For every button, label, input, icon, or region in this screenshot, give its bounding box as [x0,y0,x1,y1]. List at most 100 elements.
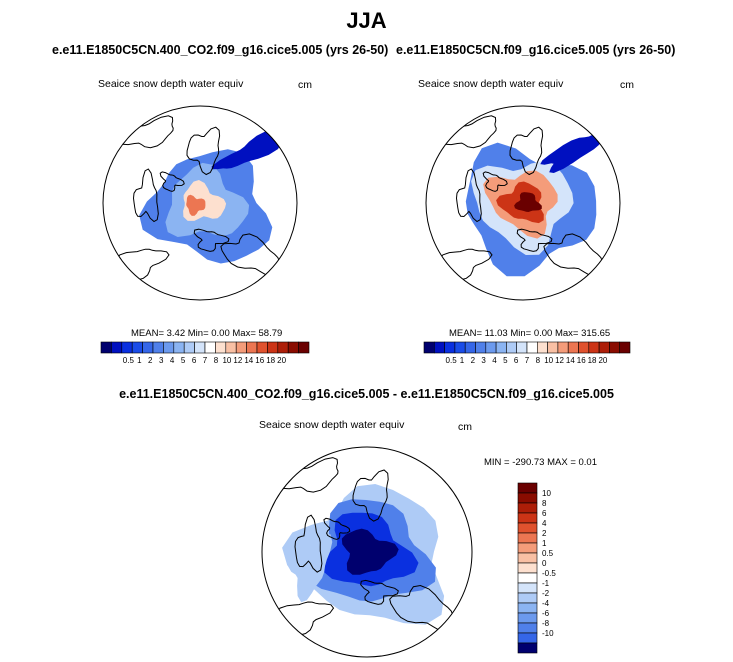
colorbar-cell [183,341,195,354]
coastline-4 [220,233,284,280]
colorbar-2: 0.5 1 2 3 4 5 6 7 8 10 12 14 16 18 20 [423,341,631,365]
colorbar-tick-label: -10 [542,629,554,638]
colorbar-cell [517,642,538,654]
colorbar-tick-label: 12 [555,356,564,365]
coastline-3 [294,514,323,573]
colorbar-cell [578,341,590,354]
colorbar-cell [517,482,538,494]
colorbar-tick-label: 14 [566,356,575,365]
colorbar-cell [609,341,621,354]
panel3-title: e.e11.E1850C5CN.400_CO2.f09_g16.cice5.00… [119,387,614,401]
colorbar-tick-label: 0.5 [446,356,458,365]
panel1-variable: Seaice snow depth water equiv [98,78,244,90]
colorbar-tick-label: 6 [192,356,197,365]
colorbar-cell [100,341,112,354]
colorbar-cell [152,341,164,354]
colorbar-cell [536,341,548,354]
colorbar-cell [277,341,289,354]
panel1-units: cm [298,79,312,91]
panel2-units: cm [620,79,634,91]
panel2-variable: Seaice snow depth water equiv [418,78,564,90]
field-contour-5 [287,533,333,603]
colorbar-tick-label: -0.5 [542,569,556,578]
colorbar-cell [298,341,310,354]
colorbar-tick-label: 4 [492,356,497,365]
colorbar-tick-label: 1 [460,356,465,365]
colorbar-cell [517,602,538,614]
colorbar-tick-label: 0 [542,559,547,568]
field-contour-4 [341,528,399,575]
colorbar-tick-label: 10 [544,356,553,365]
colorbar-tick-label: -6 [542,609,550,618]
field-contour-5 [211,127,288,170]
coastline-6 [360,579,399,605]
colorbar-cell [495,341,507,354]
colorbar-cell [235,341,247,354]
colorbar-cell [485,341,497,354]
panel1-stats: MEAN= 3.42 Min= 0.00 Max= 58.79 [131,328,283,339]
colorbar-tick-label: 2 [542,529,547,538]
colorbar-cell [121,341,133,354]
coastline-2 [509,126,544,176]
colorbar-cell [517,492,538,504]
colorbar-tick-label: 20 [598,356,607,365]
colorbar-cell [517,582,538,594]
map-panel-1 [102,105,298,301]
colorbar-tick-label: 10 [542,489,551,498]
colorbar-tick-label: 16 [577,356,586,365]
colorbar-cell [517,622,538,634]
map-panel-3 [261,446,473,658]
colorbar-cell [598,341,610,354]
colorbar-tick-label: 1 [137,356,142,365]
colorbar-tick-label: 2 [148,356,153,365]
colorbar-cell [517,552,538,564]
colorbar-tick-label: 2 [471,356,476,365]
colorbar-tick-label: 8 [542,499,547,508]
panel3-stats: MIN = -290.73 MAX = 0.01 [484,457,598,468]
colorbar-cell [475,341,487,354]
colorbar-tick-label: 0.5 [542,549,554,558]
colorbar-cell [588,341,600,354]
colorbar-tick-label: -4 [542,599,550,608]
coastline-6 [516,228,553,252]
colorbar-cell [246,341,258,354]
coastline-3 [455,168,482,223]
colorbar-tick-label: 20 [277,356,286,365]
colorbar-cell [619,341,631,354]
colorbar-tick-label: 18 [588,356,597,365]
map-field-2 [426,106,620,300]
colorbar-tick-label: -2 [542,589,550,598]
colorbar-tick-label: 5 [503,356,508,365]
colorbar-cell [225,341,237,354]
colorbar-tick-label: 0.5 [123,356,135,365]
colorbar-tick-label: 18 [266,356,275,365]
colorbar-cell [287,341,299,354]
field-contour-4 [186,194,206,216]
colorbar-cell [204,341,216,354]
colorbar-cell [557,341,569,354]
colorbar-tick-label: 3 [159,356,164,365]
colorbar-cell [267,341,279,354]
colorbar-tick-label: 1 [542,539,547,548]
colorbar-tick-label: 5 [181,356,186,365]
colorbar-tick-label: 7 [525,356,530,365]
colorbar-tick-label: 8 [536,356,541,365]
colorbar-cell [215,341,227,354]
colorbar-cell [517,592,538,604]
coastline-3 [132,168,159,223]
colorbar-cell [517,612,538,624]
colorbar-cell [131,341,143,354]
colorbar-cell [444,341,456,354]
colorbar-tick-label: 3 [481,356,486,365]
colorbar-cell [517,532,538,544]
colorbar-cell [517,632,538,644]
colorbar-cell [111,341,123,354]
coastline-6 [193,228,230,252]
colorbar-tick-label: 6 [514,356,519,365]
coastline-7 [323,517,351,540]
colorbar-cell [517,572,538,584]
colorbar-tick-label: 10 [222,356,231,365]
panel2-title: e.e11.E1850C5CN.f09_g16.cice5.005 (yrs 2… [396,43,676,57]
colorbar-tick-label: 7 [203,356,208,365]
